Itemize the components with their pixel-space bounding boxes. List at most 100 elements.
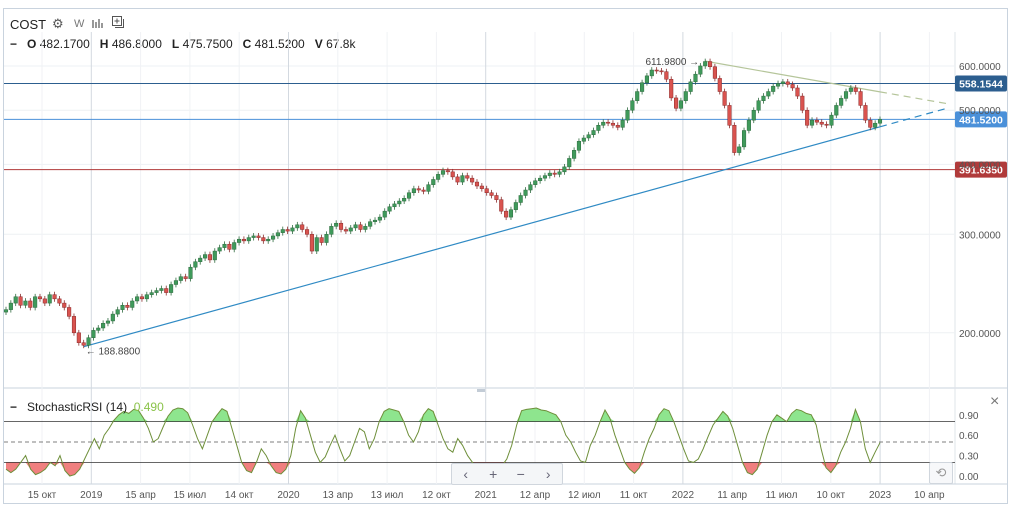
low-annotation: ← 188.8800 bbox=[86, 347, 141, 358]
candle-body bbox=[489, 192, 494, 196]
candle-body bbox=[353, 224, 358, 229]
candle-body bbox=[105, 320, 111, 324]
symbol-label[interactable]: COST bbox=[10, 17, 47, 32]
candle-body bbox=[67, 307, 72, 317]
time-tick-label: 10 апр bbox=[914, 490, 945, 501]
candle-body bbox=[868, 119, 873, 128]
close-value: 481.5200 bbox=[254, 37, 305, 51]
candle-body bbox=[528, 184, 533, 191]
candle-body bbox=[251, 235, 256, 238]
candle-body bbox=[382, 210, 387, 218]
candle-body bbox=[460, 175, 465, 183]
candle-body bbox=[785, 81, 790, 85]
collapse-indicator-button[interactable]: − bbox=[10, 400, 18, 414]
candle-body bbox=[819, 121, 824, 125]
time-tick-label: 2021 bbox=[475, 490, 498, 501]
candle-body bbox=[508, 209, 514, 218]
candle-body bbox=[275, 232, 280, 237]
candle-body bbox=[766, 91, 771, 97]
candle-body bbox=[86, 337, 91, 346]
indicator-legend: − StochasticRSI (14) 0.490 bbox=[10, 400, 164, 414]
candle-body bbox=[358, 224, 363, 230]
candle-body bbox=[154, 290, 159, 293]
candle-body bbox=[465, 175, 470, 179]
collapse-legend-button[interactable]: − bbox=[10, 37, 18, 51]
candle-body bbox=[678, 100, 683, 109]
candle-body bbox=[741, 130, 747, 148]
candle-body bbox=[601, 121, 606, 126]
time-tick-label: 15 июл bbox=[174, 490, 207, 501]
open-label: O bbox=[27, 37, 37, 51]
candle-body bbox=[756, 100, 761, 111]
candle-body bbox=[708, 61, 713, 68]
candle-body bbox=[635, 91, 640, 101]
pane-resize-handle bbox=[477, 389, 485, 392]
candle-body bbox=[42, 298, 47, 304]
candle-body bbox=[538, 177, 543, 182]
price-line-badge bbox=[955, 161, 1007, 178]
zoom-out-button[interactable]: − bbox=[516, 466, 525, 482]
time-tick-label: 11 окт bbox=[620, 490, 648, 501]
candle-body bbox=[271, 235, 276, 240]
candle-body bbox=[28, 300, 33, 308]
candle-body bbox=[450, 171, 455, 178]
price-tick-label: 600.0000 bbox=[959, 62, 1001, 73]
candle-body bbox=[523, 189, 528, 196]
undo-icon[interactable]: ⟲ bbox=[929, 462, 953, 484]
stochastic-rsi-line bbox=[5, 407, 881, 477]
candle-body bbox=[173, 280, 178, 285]
candle-body bbox=[494, 195, 499, 200]
time-tick-label: 10 окт bbox=[817, 490, 846, 501]
candle-body bbox=[232, 242, 237, 250]
candle-body bbox=[62, 302, 67, 308]
candle-body bbox=[300, 224, 305, 230]
candle-body bbox=[834, 105, 839, 116]
candle-body bbox=[392, 203, 397, 208]
candle-body bbox=[237, 238, 242, 243]
candle-body bbox=[873, 122, 878, 128]
candle-body bbox=[295, 224, 300, 229]
candle-body bbox=[13, 296, 18, 304]
scroll-left-button[interactable]: ‹ bbox=[463, 466, 469, 482]
candle-body bbox=[76, 332, 81, 343]
candle-body bbox=[698, 65, 703, 75]
candle-body bbox=[212, 250, 217, 261]
interval-label[interactable]: W bbox=[74, 18, 85, 30]
candle-body bbox=[290, 227, 295, 232]
candle-body bbox=[149, 292, 154, 295]
add-compare-icon[interactable] bbox=[112, 16, 124, 31]
zoom-in-button[interactable]: + bbox=[489, 466, 498, 482]
candle-body bbox=[863, 105, 868, 121]
candle-body bbox=[47, 294, 52, 304]
close-icon[interactable]: × bbox=[990, 393, 1000, 410]
candle-body bbox=[732, 125, 737, 153]
bars-icon[interactable] bbox=[92, 17, 104, 32]
candle-body bbox=[37, 296, 43, 300]
scroll-right-button[interactable]: › bbox=[545, 466, 551, 482]
candle-body bbox=[780, 81, 785, 84]
price-tick-label: 500.0000 bbox=[959, 106, 1001, 117]
candle-body bbox=[120, 305, 125, 310]
candle-body bbox=[101, 323, 106, 329]
indicator-tick-label: 0.90 bbox=[959, 411, 979, 422]
candle-body bbox=[159, 288, 164, 291]
candle-body bbox=[557, 171, 562, 175]
candle-body bbox=[377, 216, 382, 221]
price-tick-label: 300.0000 bbox=[959, 230, 1001, 241]
time-tick-label: 2023 bbox=[869, 490, 892, 501]
candle-body bbox=[518, 195, 523, 203]
candle-body bbox=[256, 235, 261, 238]
candle-body bbox=[877, 119, 883, 124]
candle-body bbox=[824, 123, 829, 126]
time-tick-label: 11 апр bbox=[717, 490, 747, 501]
time-tick-label: 12 апр bbox=[520, 490, 551, 501]
candle-body bbox=[431, 179, 436, 185]
candle-body bbox=[591, 130, 596, 135]
candle-body bbox=[372, 219, 378, 222]
gear-icon[interactable]: ⚙ bbox=[52, 16, 64, 31]
candle-body bbox=[334, 222, 339, 227]
candle-body bbox=[363, 226, 368, 230]
indicator-name[interactable]: StochasticRSI (14) bbox=[27, 400, 128, 414]
candle-body bbox=[552, 172, 557, 175]
